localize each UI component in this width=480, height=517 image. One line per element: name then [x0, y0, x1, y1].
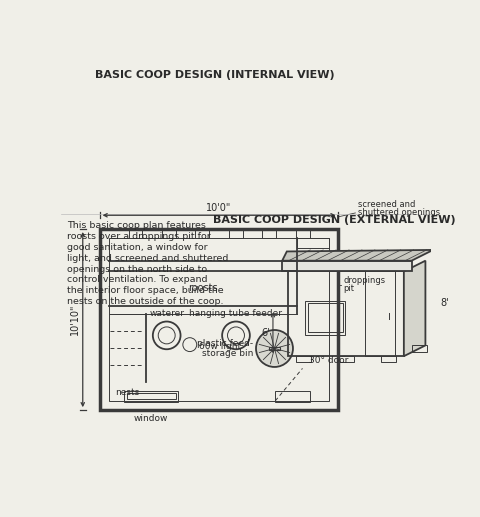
Bar [262, 229, 276, 238]
Bar [127, 393, 176, 399]
Bar [381, 356, 396, 362]
Polygon shape [404, 261, 425, 356]
Polygon shape [282, 250, 433, 261]
Bar [296, 229, 310, 238]
Text: hanging tube feeder: hanging tube feeder [190, 310, 283, 318]
Text: nests: nests [115, 388, 140, 397]
Text: shuttered openings: shuttered openings [358, 208, 440, 217]
Text: 8': 8' [441, 298, 449, 308]
Text: 10'0": 10'0" [206, 203, 232, 213]
Text: the interior floor space, build the: the interior floor space, build the [67, 286, 224, 295]
Bar [305, 301, 345, 334]
Bar [195, 229, 209, 238]
Text: plastic feed-: plastic feed- [197, 339, 253, 348]
Text: roosts over a droppings pit for: roosts over a droppings pit for [67, 232, 211, 241]
Text: light, and screened and shuttered: light, and screened and shuttered [67, 254, 229, 263]
Bar [338, 356, 354, 362]
Text: window: window [134, 414, 168, 423]
Bar [100, 229, 338, 410]
Text: pit: pit [343, 284, 354, 293]
Text: 30° door: 30° door [309, 356, 348, 364]
Text: nests on the outside of the coop.: nests on the outside of the coop. [67, 297, 224, 306]
Bar [129, 229, 143, 238]
Text: good sanitation, a window for: good sanitation, a window for [67, 243, 208, 252]
Text: droppings: droppings [343, 276, 385, 285]
Bar [275, 391, 310, 402]
Polygon shape [282, 261, 411, 271]
Bar [297, 238, 329, 248]
Text: roosts: roosts [188, 283, 218, 294]
Bar [411, 345, 427, 352]
Bar [365, 271, 395, 356]
Bar [162, 229, 176, 238]
Text: 6': 6' [261, 328, 270, 338]
Text: storage bin: storage bin [202, 348, 253, 358]
Text: BASIC COOP DESIGN (INTERNAL VIEW): BASIC COOP DESIGN (INTERNAL VIEW) [96, 70, 335, 80]
Bar [109, 238, 329, 401]
Bar [124, 391, 178, 402]
Text: openings on the north side to: openings on the north side to [67, 265, 207, 273]
Text: 60w light: 60w light [199, 342, 241, 352]
Bar [229, 229, 243, 238]
Text: control ventilation. To expand: control ventilation. To expand [67, 276, 208, 284]
Text: BASIC COOP DESIGN (EXTERNAL VIEW): BASIC COOP DESIGN (EXTERNAL VIEW) [213, 215, 456, 225]
Bar [269, 346, 280, 351]
Text: This basic coop plan features: This basic coop plan features [67, 221, 206, 231]
Bar [288, 271, 404, 356]
Text: waterer: waterer [149, 310, 184, 318]
Bar [308, 303, 343, 332]
Bar [296, 356, 312, 362]
Text: 10'10": 10'10" [71, 304, 81, 336]
Text: screened and: screened and [358, 200, 415, 209]
Circle shape [256, 330, 293, 367]
